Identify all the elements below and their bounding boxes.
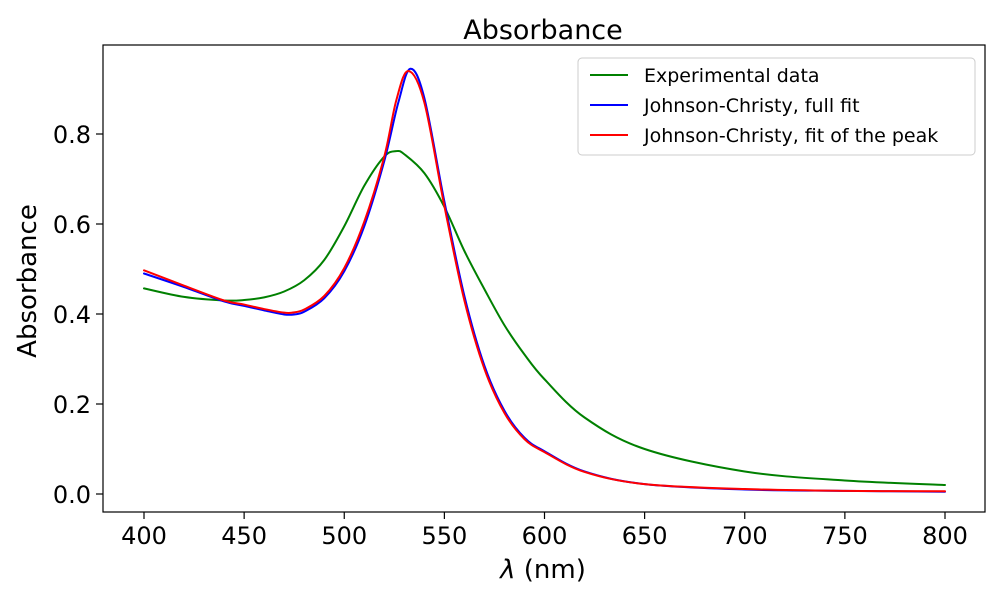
x-tick-label: 550 [421,522,467,550]
x-axis-label-unit: (nm) [516,555,586,585]
series-experimental-data-line [143,149,946,486]
y-tick-label: 0.2 [53,391,91,419]
y-tick-label: 0.4 [53,301,91,329]
y-tick-label: 0.6 [53,211,91,239]
legend-box [577,57,976,156]
series-layer [143,67,946,493]
x-tick-label: 700 [722,522,768,550]
x-tick-label: 650 [622,522,668,550]
legend-label-full-fit: Johnson-Christy, full fit [643,95,860,117]
series-peak-fit-line [143,70,946,493]
legend-label-peak-fit: Johnson-Christy, fit of the peak [643,125,938,147]
legend: Experimental data Johnson-Christy, full f… [577,57,976,156]
x-tick-label: 600 [522,522,568,550]
x-axis-label: λ (nm) [498,555,586,585]
ticks-layer: 400 450 500 550 600 650 700 750 800 0.0 0.2 0.4 0.6 0… [53,121,968,550]
chart-title: Absorbance [463,15,623,46]
x-tick-label: 800 [922,522,968,550]
x-tick-label: 400 [121,522,167,550]
x-tick-label: 500 [321,522,367,550]
y-tick-label: 0.0 [53,481,91,509]
y-axis-label: Absorbance [13,204,43,358]
x-tick-label: 450 [221,522,267,550]
x-tick-label: 750 [822,522,868,550]
x-axis-label-symbol: λ [498,555,515,585]
y-tick-label: 0.8 [53,121,91,149]
legend-label-experimental-data: Experimental data [644,65,820,87]
